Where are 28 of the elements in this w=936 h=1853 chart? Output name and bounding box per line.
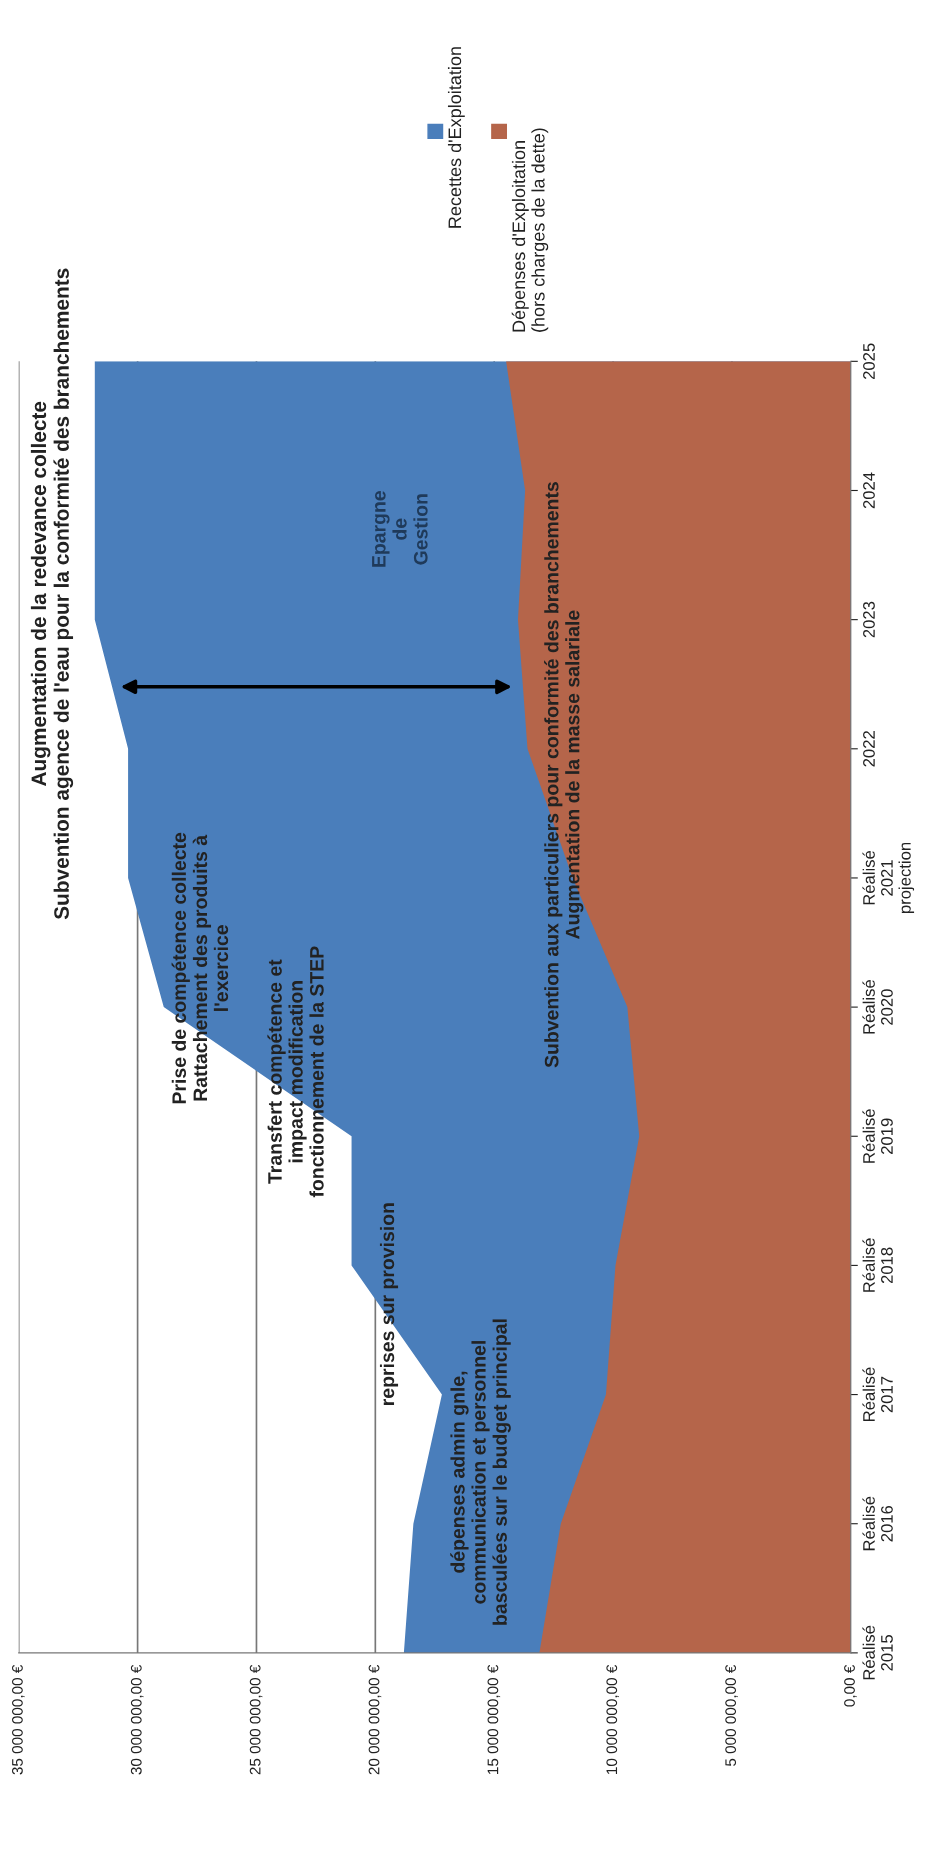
y-tick-label: Réalisé 2016 [862, 1496, 893, 1551]
x-tick-label: 35 000 000,00 € [12, 1664, 25, 1775]
y-tick-label: Réalisé 2019 [862, 1109, 893, 1163]
x-tick-label: 0,00 € [844, 1664, 857, 1707]
x-tick-label: 20 000 000,00 € [368, 1664, 382, 1775]
annotation: dépenses admin gnle, communication et personnel basculées sur le budget principal [450, 1319, 511, 1625]
annotation: Augmentation de la redevance collecte Subvention agence de l'eau pour la conformité des branchements [30, 268, 74, 920]
y-tick-label: 2023 [863, 601, 875, 638]
x-tick-label: 10 000 000,00 € [606, 1664, 619, 1774]
annotation: Epargne de Gestion [372, 491, 428, 567]
x-tick-label: 15 000 000,00 € [487, 1664, 501, 1774]
legend-label: Recettes d'Exploitation [447, 47, 465, 228]
x-tick-label: 5 000 000,00 € [725, 1664, 738, 1767]
y-tick-label: 2025 [863, 343, 875, 380]
y-tick-label: Réalisé 2017 [862, 1367, 893, 1421]
y-tick-label: Réalisé 2020 [862, 980, 893, 1034]
y-tick-label: 2022 [863, 731, 875, 767]
y-tick-label: Réalisé 2018 [862, 1238, 893, 1292]
annotation: reprises sur provision [379, 1203, 399, 1405]
y-tick-label: Réalisé 2021 projection [862, 842, 915, 914]
x-tick-label: 30 000 000,00 € [130, 1664, 144, 1775]
legend-label: Dépenses d'Exploitation (hors charges de la dette) [511, 128, 549, 332]
annotation: Prise de compétence collecte Rattachement des produits à l'exercice [171, 832, 229, 1104]
annotation: Transfert compétence et impact modification fonctionnement de la STEP [267, 946, 324, 1198]
y-tick-label: Réalisé 2015 [862, 1625, 893, 1680]
x-tick-label: 25 000 000,00 € [249, 1664, 263, 1775]
y-tick-label: 2024 [863, 472, 875, 509]
annotation: Subvention aux particuliers pour conformité des branchements Augmentation de la masse salariale [544, 482, 584, 1068]
